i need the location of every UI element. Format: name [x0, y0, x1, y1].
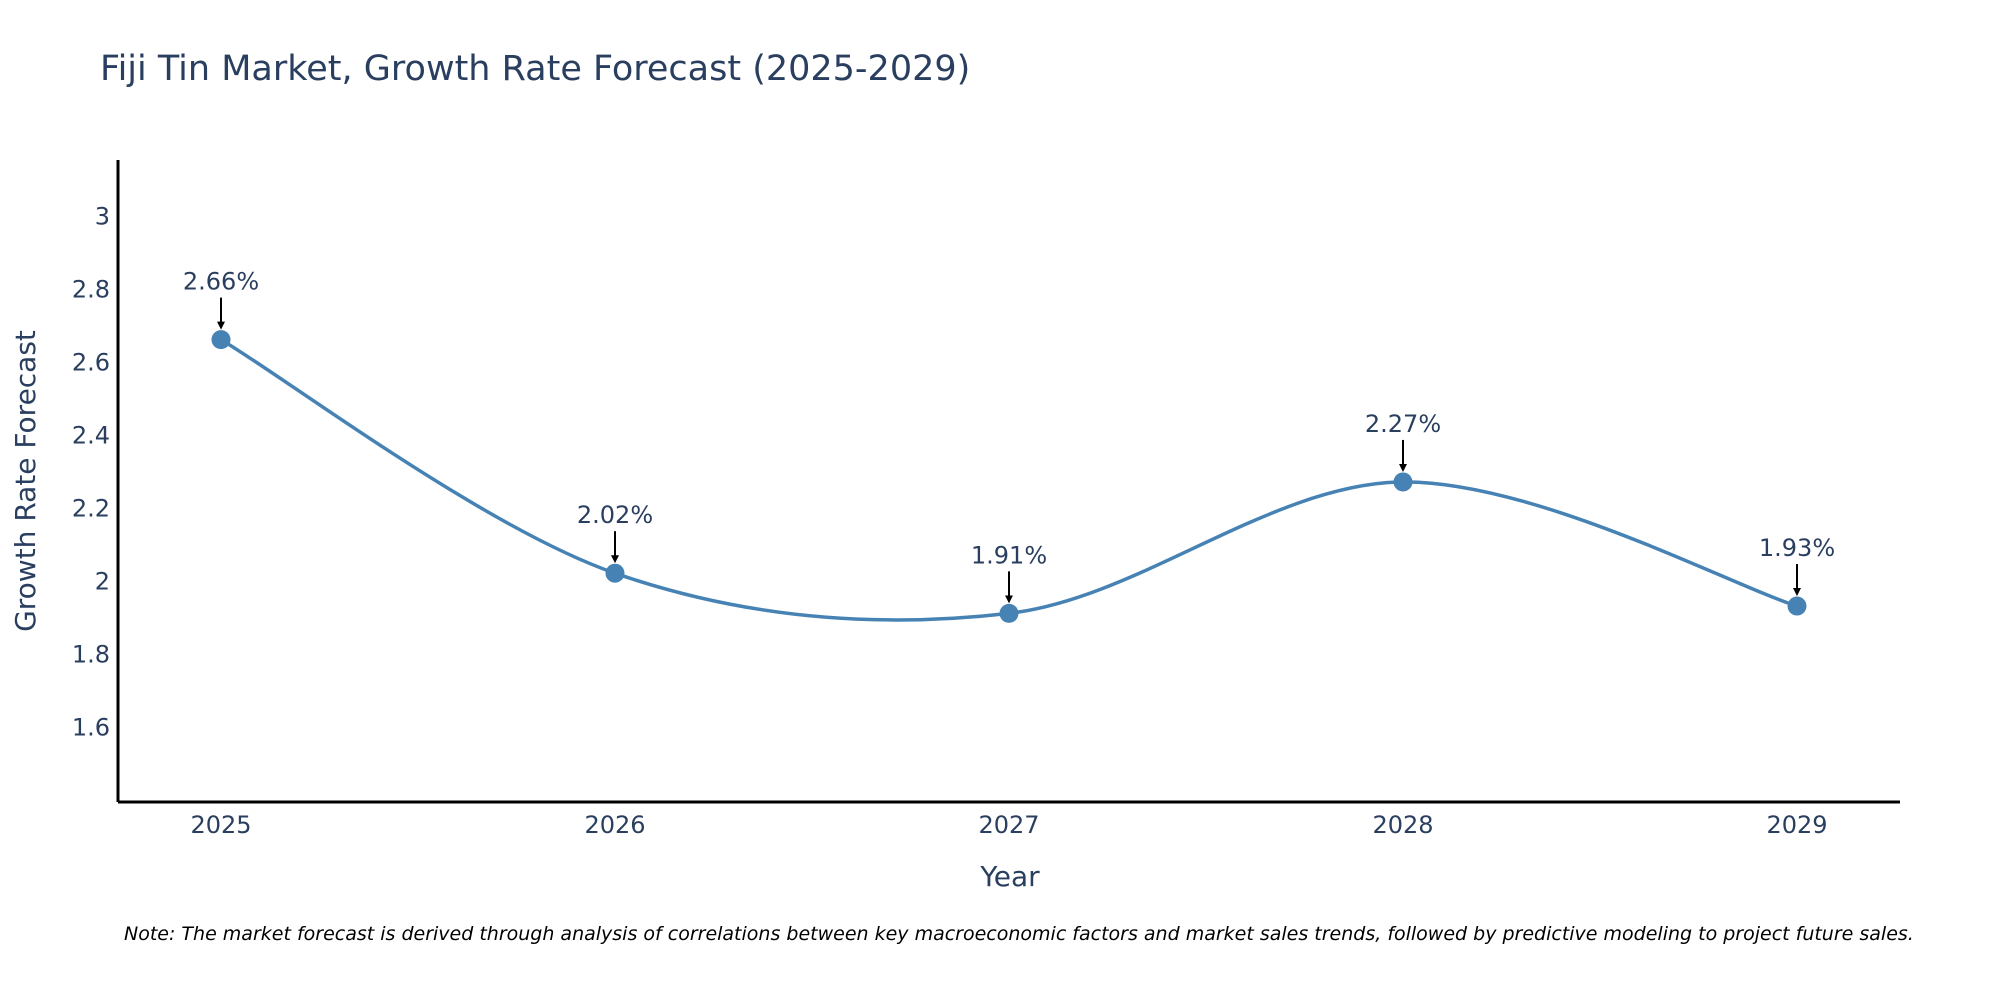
- data-point: [1787, 596, 1807, 616]
- data-label: 1.93%: [1759, 534, 1835, 562]
- y-tick-label: 2.4: [72, 422, 110, 450]
- x-tick-label: 2028: [1372, 811, 1433, 839]
- y-tick-label: 1.8: [72, 641, 110, 669]
- x-axis-title: Year: [979, 860, 1040, 893]
- y-tick-label: 3: [95, 203, 110, 231]
- x-axis-ticks: 2025 2026 2027 2028 2029: [190, 811, 1827, 839]
- y-tick-label: 2: [95, 568, 110, 596]
- x-tick-label: 2025: [190, 811, 251, 839]
- data-point: [605, 563, 625, 583]
- y-tick-label: 2.8: [72, 276, 110, 304]
- data-point: [999, 603, 1019, 623]
- data-label: 2.66%: [183, 268, 259, 296]
- y-axis-ticks: 1.6 1.8 2 2.2 2.4 2.6 2.8 3: [72, 203, 110, 742]
- data-points: [211, 330, 1807, 623]
- y-tick-label: 2.6: [72, 349, 110, 377]
- data-point: [211, 330, 231, 350]
- chart-title: Fiji Tin Market, Growth Rate Forecast (2…: [100, 49, 970, 89]
- x-tick-label: 2027: [978, 811, 1039, 839]
- x-tick-label: 2029: [1766, 811, 1827, 839]
- y-tick-label: 2.2: [72, 495, 110, 523]
- footnote: Note: The market forecast is derived thr…: [124, 923, 1914, 945]
- x-tick-label: 2026: [584, 811, 645, 839]
- data-label: 1.91%: [971, 541, 1047, 569]
- y-axis-title: Growth Rate Forecast: [9, 330, 42, 632]
- data-label: 2.02%: [577, 501, 653, 529]
- y-tick-label: 1.6: [72, 714, 110, 742]
- data-annotations: 2.66% 2.02% 1.91% 2.27% 1.93%: [183, 268, 1835, 604]
- data-point: [1393, 472, 1413, 492]
- data-label: 2.27%: [1365, 410, 1441, 438]
